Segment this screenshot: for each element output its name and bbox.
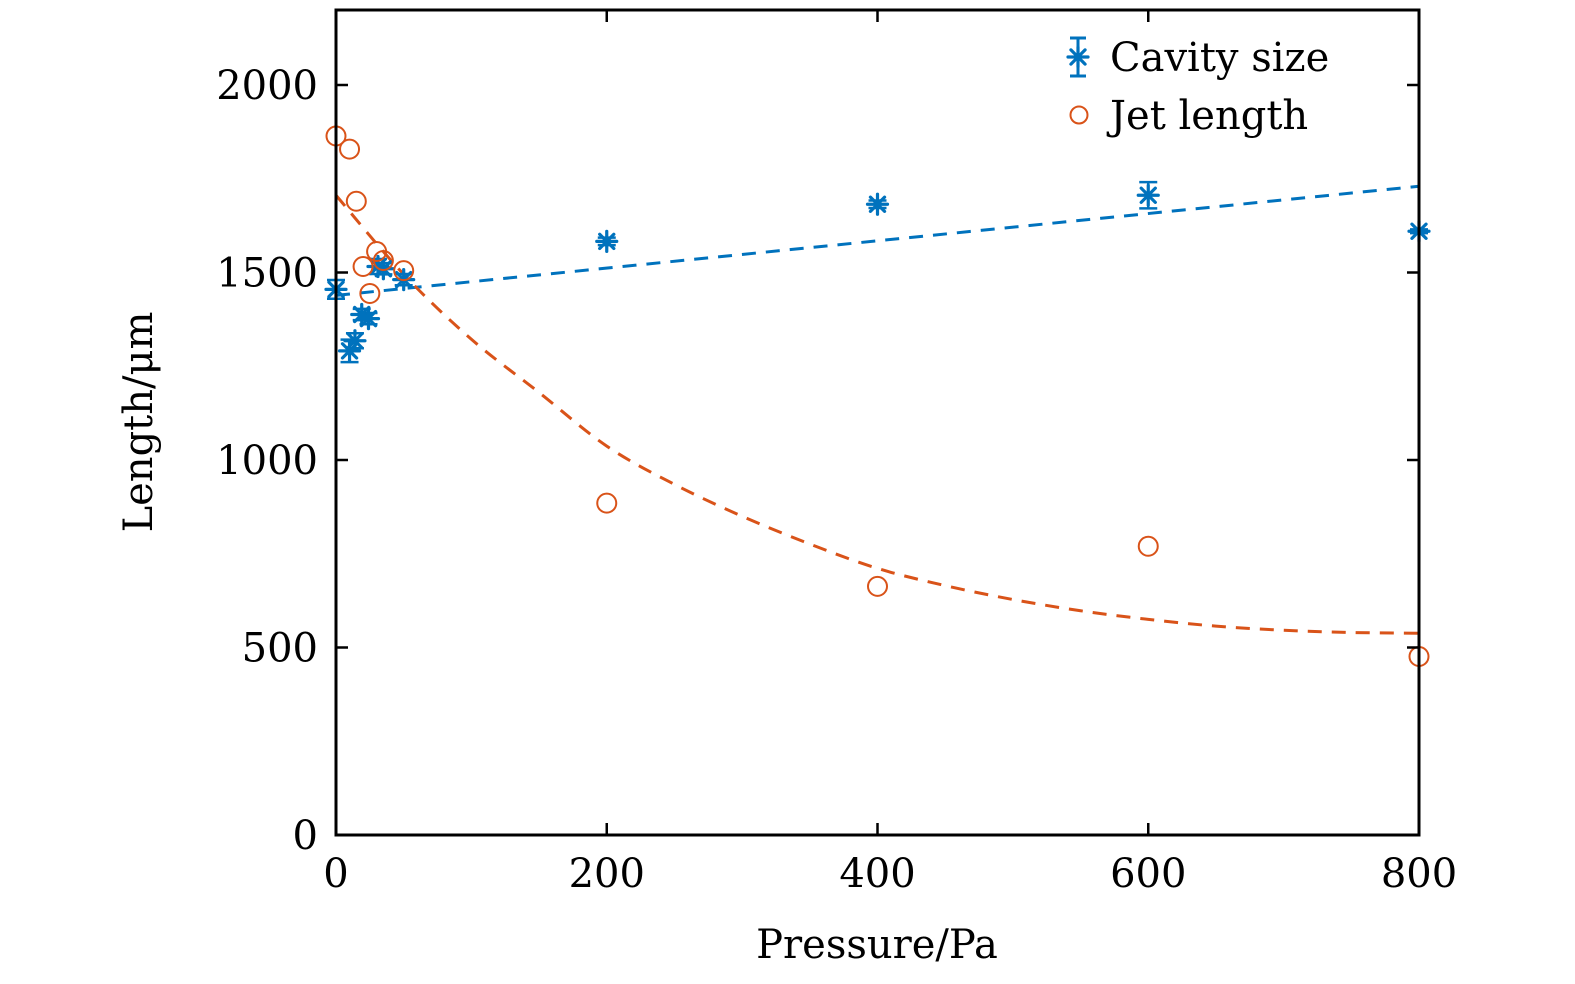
y-tick-label: 500	[242, 626, 318, 672]
data-point-jet-length	[596, 492, 618, 514]
fit-lines	[334, 184, 1420, 635]
y-tick-label: 1000	[216, 438, 318, 484]
data-point-cavity-size	[595, 229, 619, 253]
data-point-cavity-size	[343, 329, 367, 353]
x-tick-label: 200	[569, 851, 645, 897]
x-tick-label: 400	[839, 851, 915, 897]
x-tick-label: 800	[1381, 851, 1457, 897]
y-tick-label: 2000	[216, 63, 318, 109]
data-point-jet-length	[359, 283, 381, 304]
x-axis-label: Pressure/Pa	[756, 922, 998, 968]
x-axis-ticks: 0 200 400 600 800	[323, 10, 1457, 897]
fit-line-jet-length	[334, 194, 1420, 635]
y-axis-ticks: 0 500 1000 1500 2000	[216, 63, 1419, 859]
y-tick-label: 0	[293, 813, 318, 859]
fit-line-cavity-size	[335, 184, 1420, 297]
x-tick-label: 600	[1110, 851, 1186, 897]
data-point-cavity-size	[356, 307, 381, 331]
legend-label-jet-length: Jet length	[1106, 93, 1308, 139]
data-point-jet-length	[1137, 535, 1159, 557]
legend: Cavity size Jet length	[1066, 35, 1329, 139]
data-point-jet-length	[393, 260, 415, 282]
data-point-jet-length	[372, 250, 394, 271]
data-point-jet-length	[867, 575, 888, 597]
data-point-jet-length	[352, 256, 374, 277]
legend-marker-jet-length	[1069, 105, 1089, 125]
data-point-cavity-size	[1136, 183, 1160, 207]
y-axis-label: Length/μm	[116, 312, 162, 533]
data-point-jet-length	[339, 138, 361, 160]
data-point-cavity-size	[865, 192, 890, 216]
data-markers	[324, 125, 1431, 667]
y-tick-label: 1500	[216, 251, 318, 297]
legend-marker-cavity-size	[1066, 36, 1090, 78]
data-point-jet-length	[345, 190, 367, 212]
x-tick-label: 0	[323, 851, 348, 897]
legend-star-icon	[1066, 45, 1090, 69]
legend-label-cavity-size: Cavity size	[1110, 35, 1329, 81]
